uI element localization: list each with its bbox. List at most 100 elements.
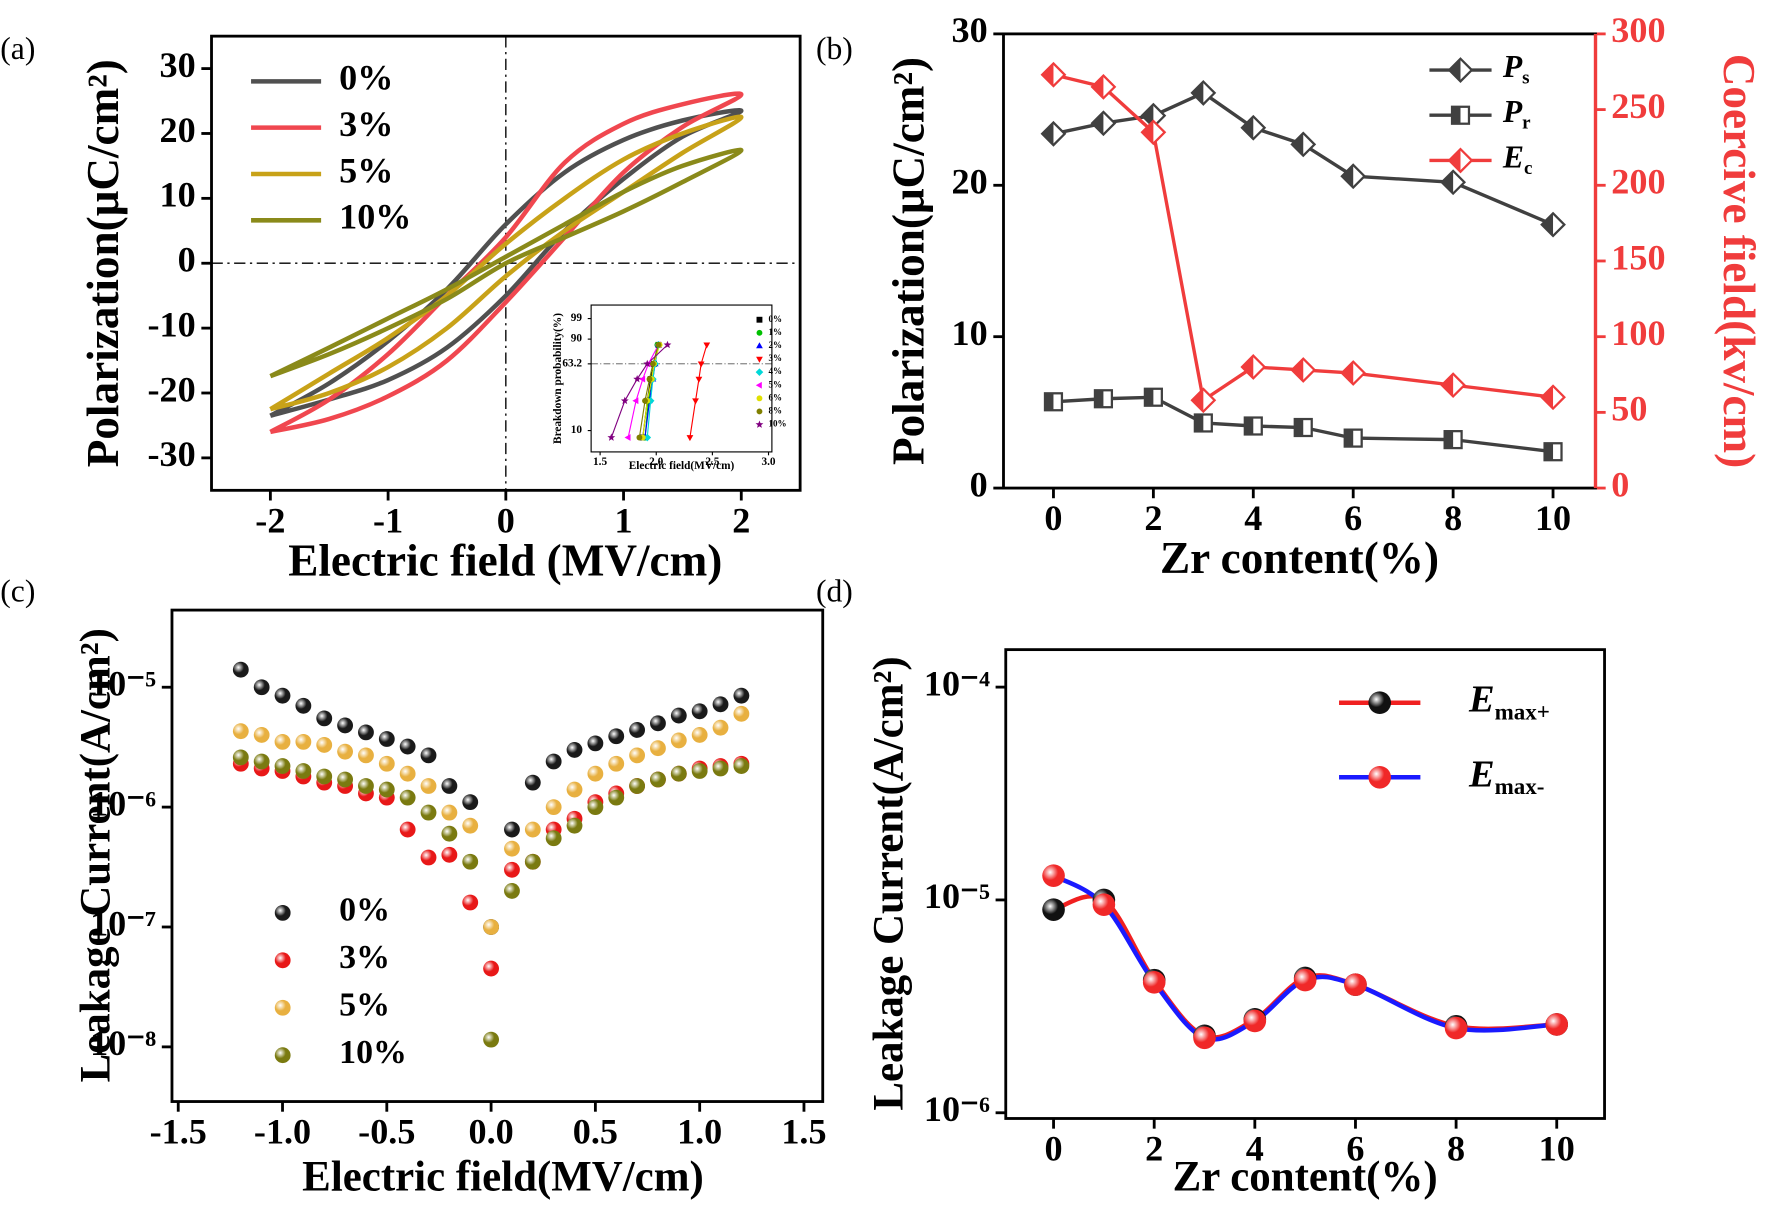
data-point bbox=[608, 728, 625, 745]
y-tick-label: 10⁻⁸ bbox=[90, 1023, 156, 1063]
legend-label: Ps bbox=[1502, 49, 1530, 89]
data-point bbox=[1293, 417, 1313, 438]
series-line bbox=[269, 91, 744, 435]
x-tick-label: 1.5 bbox=[781, 1112, 826, 1152]
y2-tick-label: 200 bbox=[1611, 162, 1665, 202]
marker-half bbox=[1241, 116, 1254, 140]
x-tick-label: 1 bbox=[615, 500, 633, 540]
y-tick-label: 10⁻⁷ bbox=[90, 903, 156, 943]
data-point bbox=[545, 799, 562, 816]
x-tick-label: 4 bbox=[1246, 1128, 1264, 1168]
legend-marker bbox=[755, 420, 764, 428]
y-axis-title: Leakage Current(A/cm²) bbox=[73, 628, 120, 1082]
data-point bbox=[1090, 110, 1117, 137]
y-axis-title: Polarization(μC/cm²) bbox=[78, 59, 128, 467]
data-point bbox=[378, 781, 395, 798]
data-point bbox=[655, 341, 662, 348]
data-point bbox=[399, 765, 416, 782]
data-point bbox=[632, 397, 639, 405]
data-point bbox=[1444, 1016, 1468, 1040]
legend-subscript: max+ bbox=[1495, 699, 1550, 725]
data-point bbox=[378, 731, 395, 747]
legend-label: 5% bbox=[339, 987, 390, 1024]
legend-symbol: E bbox=[1468, 679, 1495, 721]
legend-label: 3% bbox=[339, 104, 393, 144]
data-point bbox=[274, 687, 291, 704]
x-tick-label: 2.5 bbox=[705, 456, 719, 468]
data-point bbox=[1040, 120, 1067, 147]
x-tick-label: 3.0 bbox=[761, 456, 775, 468]
data-point bbox=[462, 794, 479, 811]
x-tick-label: 0 bbox=[1044, 498, 1062, 538]
data-point bbox=[1440, 169, 1467, 196]
data-point bbox=[608, 789, 625, 806]
data-point bbox=[441, 804, 458, 821]
legend-marker bbox=[274, 904, 291, 921]
marker-half bbox=[1344, 429, 1354, 447]
y-tick-label: -20 bbox=[148, 369, 196, 409]
data-point bbox=[253, 679, 270, 696]
data-point bbox=[274, 758, 291, 774]
y-tick-label: -30 bbox=[148, 434, 196, 474]
y-tick-label: 90 bbox=[571, 333, 583, 345]
data-point bbox=[663, 340, 672, 349]
legend-label: Pr bbox=[1502, 95, 1531, 135]
marker-half bbox=[1192, 81, 1204, 105]
data-point bbox=[1042, 898, 1065, 921]
marker-half bbox=[1244, 417, 1254, 435]
panel-label: (a) bbox=[0, 31, 35, 66]
data-point bbox=[316, 768, 333, 785]
y2-tick-label: 150 bbox=[1611, 237, 1665, 277]
data-point bbox=[1090, 73, 1117, 100]
data-point bbox=[646, 376, 653, 383]
data-point bbox=[691, 763, 708, 779]
series-line bbox=[1052, 873, 1557, 1042]
data-point bbox=[399, 821, 416, 838]
x-axis-title: Electric field(MV/cm) bbox=[302, 1153, 704, 1200]
data-point bbox=[697, 361, 705, 368]
data-point bbox=[566, 742, 583, 758]
inset-background bbox=[591, 305, 772, 452]
series-line bbox=[1053, 73, 1554, 402]
data-point bbox=[545, 753, 562, 770]
data-point bbox=[504, 840, 520, 857]
y-tick-label: 10 bbox=[952, 313, 988, 353]
y-axis-title: Breakdown probability(%) bbox=[552, 313, 564, 444]
data-point bbox=[733, 758, 750, 774]
marker-half bbox=[1092, 75, 1104, 99]
data-point bbox=[712, 696, 729, 713]
data-point bbox=[643, 433, 652, 442]
data-point bbox=[566, 817, 583, 834]
data-point bbox=[670, 732, 687, 749]
x-tick-label: 1.5 bbox=[593, 456, 607, 468]
y-tick-label: 10 bbox=[160, 175, 196, 215]
data-point bbox=[1092, 893, 1116, 916]
data-point bbox=[1193, 413, 1213, 433]
data-point bbox=[624, 434, 631, 441]
data-point bbox=[1040, 61, 1067, 88]
marker-half bbox=[1544, 443, 1554, 461]
marker-half bbox=[1291, 358, 1304, 382]
data-point bbox=[337, 743, 354, 760]
data-point bbox=[1440, 372, 1467, 399]
marker-half bbox=[1449, 149, 1461, 172]
data-point bbox=[692, 398, 699, 405]
data-point bbox=[587, 799, 604, 816]
y-tick-label: 20 bbox=[160, 110, 196, 150]
data-point bbox=[1540, 211, 1566, 238]
data-point bbox=[253, 753, 270, 770]
legend-symbol: E bbox=[1502, 140, 1524, 175]
data-point bbox=[1042, 864, 1065, 887]
data-point bbox=[232, 723, 249, 740]
x-tick-label: 1.0 bbox=[677, 1112, 722, 1152]
y-tick-label: 10⁻⁶ bbox=[90, 783, 156, 823]
data-point bbox=[650, 771, 666, 788]
y2-axis-title: Coercive field(kv/cm) bbox=[1714, 54, 1764, 468]
data-point bbox=[337, 717, 354, 734]
data-point bbox=[1043, 392, 1064, 412]
y-tick-label: 10⁻⁶ bbox=[924, 1089, 990, 1129]
legend-marker bbox=[756, 356, 763, 363]
data-point bbox=[670, 765, 687, 782]
y-tick-label: -10 bbox=[148, 304, 196, 344]
